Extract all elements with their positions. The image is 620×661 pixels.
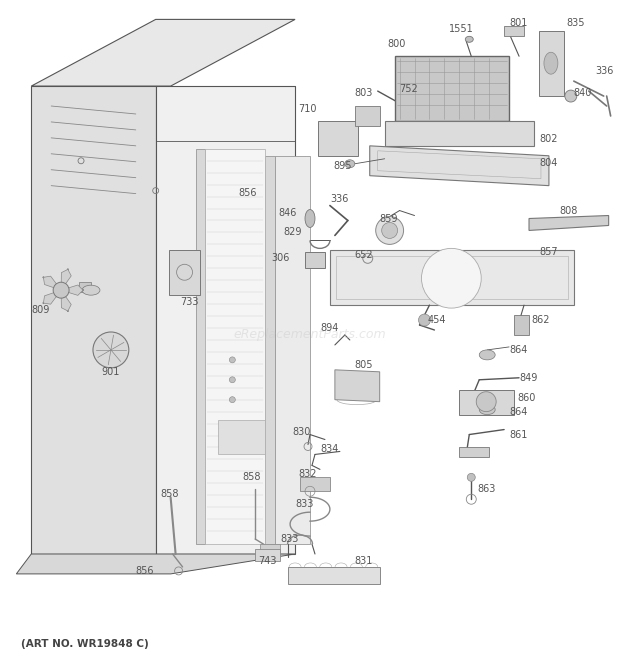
Text: 809: 809 — [31, 305, 50, 315]
Text: 652: 652 — [355, 251, 373, 260]
Polygon shape — [195, 149, 205, 544]
Text: 858: 858 — [161, 489, 179, 499]
Polygon shape — [61, 290, 71, 311]
Polygon shape — [394, 56, 509, 121]
Text: 802: 802 — [539, 134, 557, 144]
Circle shape — [418, 314, 430, 326]
Polygon shape — [355, 106, 379, 126]
Text: 833: 833 — [295, 499, 314, 509]
Text: 801: 801 — [509, 19, 528, 28]
Text: 743: 743 — [259, 556, 277, 566]
Text: 804: 804 — [539, 158, 557, 168]
Polygon shape — [218, 420, 265, 455]
Polygon shape — [529, 215, 609, 231]
Polygon shape — [459, 447, 489, 457]
Polygon shape — [288, 567, 379, 584]
Ellipse shape — [465, 36, 473, 42]
Text: 846: 846 — [278, 208, 297, 217]
Text: 863: 863 — [477, 485, 495, 494]
Text: 864: 864 — [509, 407, 528, 416]
Text: 800: 800 — [388, 39, 406, 50]
Circle shape — [53, 282, 69, 298]
Text: 831: 831 — [355, 556, 373, 566]
Circle shape — [382, 223, 397, 239]
Text: 840: 840 — [574, 88, 592, 98]
Text: 733: 733 — [180, 297, 199, 307]
Circle shape — [229, 377, 236, 383]
Text: 803: 803 — [355, 88, 373, 98]
Text: 862: 862 — [531, 315, 549, 325]
Circle shape — [376, 217, 404, 245]
Ellipse shape — [479, 405, 495, 414]
Text: 858: 858 — [242, 473, 261, 483]
Circle shape — [422, 249, 481, 308]
Circle shape — [565, 90, 577, 102]
Text: 805: 805 — [355, 360, 373, 370]
Ellipse shape — [544, 52, 558, 74]
Circle shape — [229, 357, 236, 363]
Polygon shape — [169, 251, 200, 295]
Polygon shape — [300, 477, 330, 491]
Polygon shape — [61, 269, 71, 290]
Polygon shape — [330, 251, 574, 305]
Polygon shape — [260, 544, 280, 557]
Polygon shape — [205, 149, 265, 544]
Text: 894: 894 — [320, 323, 339, 333]
Polygon shape — [255, 549, 280, 561]
Text: 832: 832 — [298, 469, 317, 479]
Circle shape — [476, 392, 496, 412]
Polygon shape — [43, 290, 61, 304]
Text: 336: 336 — [330, 194, 348, 204]
Text: 829: 829 — [283, 227, 302, 237]
Text: 856: 856 — [136, 566, 154, 576]
Text: eReplacementParts.com: eReplacementParts.com — [234, 329, 386, 342]
Polygon shape — [370, 146, 549, 186]
Polygon shape — [31, 86, 156, 554]
Polygon shape — [335, 369, 379, 402]
Text: 830: 830 — [292, 426, 311, 436]
Text: 1551: 1551 — [450, 24, 474, 34]
Ellipse shape — [305, 210, 315, 227]
Polygon shape — [539, 31, 564, 96]
Polygon shape — [79, 282, 91, 292]
Polygon shape — [305, 253, 325, 268]
Text: 336: 336 — [596, 66, 614, 76]
Text: 835: 835 — [567, 19, 585, 28]
Text: 834: 834 — [320, 444, 339, 455]
Ellipse shape — [345, 160, 355, 168]
Polygon shape — [31, 19, 295, 86]
Circle shape — [229, 397, 236, 403]
Polygon shape — [265, 156, 275, 544]
Polygon shape — [384, 121, 534, 146]
Polygon shape — [318, 121, 358, 156]
Text: 808: 808 — [559, 206, 577, 215]
Polygon shape — [156, 86, 295, 554]
Polygon shape — [275, 156, 310, 544]
Text: 856: 856 — [238, 188, 257, 198]
Text: 752: 752 — [400, 84, 419, 94]
Text: 901: 901 — [101, 367, 119, 377]
Polygon shape — [504, 26, 524, 36]
Polygon shape — [43, 276, 61, 290]
Polygon shape — [459, 390, 514, 414]
Circle shape — [467, 473, 476, 481]
Text: 833: 833 — [280, 534, 298, 544]
Text: 306: 306 — [272, 253, 290, 263]
Polygon shape — [61, 285, 83, 295]
Polygon shape — [514, 315, 529, 335]
Text: 861: 861 — [509, 430, 528, 440]
Text: 454: 454 — [427, 315, 446, 325]
Text: 860: 860 — [517, 393, 536, 403]
Text: 857: 857 — [539, 247, 557, 257]
Text: 895: 895 — [333, 161, 352, 171]
Polygon shape — [16, 554, 295, 574]
Text: 710: 710 — [298, 104, 317, 114]
Text: 849: 849 — [519, 373, 538, 383]
Circle shape — [93, 332, 129, 368]
Ellipse shape — [82, 285, 100, 295]
Text: (ART NO. WR19848 C): (ART NO. WR19848 C) — [21, 639, 149, 648]
Text: 864: 864 — [509, 345, 528, 355]
Text: 859: 859 — [379, 214, 398, 223]
Ellipse shape — [479, 350, 495, 360]
